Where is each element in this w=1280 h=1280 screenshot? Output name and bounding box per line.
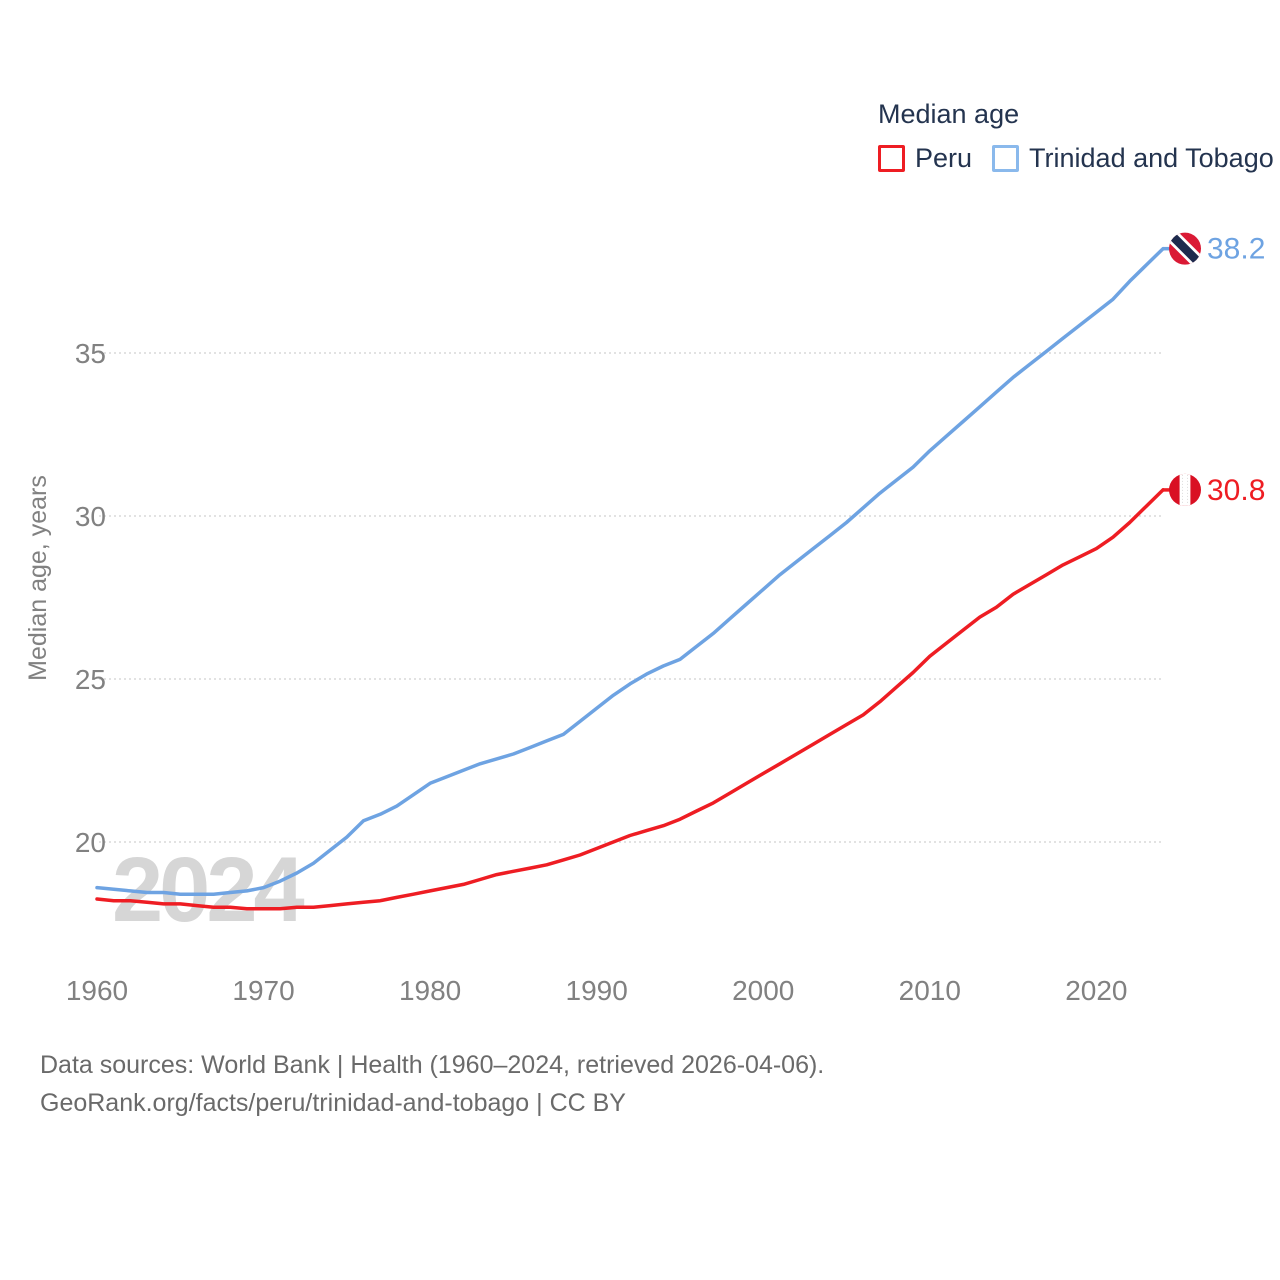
- x-tick-label: 1970: [232, 975, 294, 1006]
- value-label-trinidad-and-tobago: 38.2: [1207, 233, 1265, 266]
- y-axis-tick-labels: 20 25 30 35: [75, 338, 106, 858]
- legend: Median age Peru Trinidad and Tobago: [878, 99, 1274, 174]
- value-label-peru: 30.8: [1207, 474, 1265, 507]
- data-sources-line: Data sources: World Bank | Health (1960–…: [40, 1051, 825, 1079]
- legend-items: Peru Trinidad and Tobago: [878, 143, 1274, 174]
- legend-label-peru: Peru: [915, 143, 973, 173]
- y-tick-label: 25: [75, 664, 106, 695]
- x-tick-label: 2020: [1065, 975, 1127, 1006]
- line-trinidad-and-tobago: [95, 246, 1165, 896]
- footer-attribution: Data sources: World Bank | Health (1960–…: [40, 1046, 824, 1122]
- trinidad-and-tobago-swatch: [992, 145, 1020, 172]
- legend-item-peru[interactable]: Peru: [878, 143, 972, 174]
- watermark-year: 2024: [112, 839, 304, 941]
- legend-item-trinidad-and-tobago[interactable]: Trinidad and Tobago: [992, 143, 1274, 174]
- x-tick-label: 2000: [732, 975, 794, 1006]
- x-tick-label: 1980: [399, 975, 461, 1006]
- median-age-chart: 2024 20 25 30 35 1960 1970 1980 1990 2000 2010 20…: [24, 232, 1265, 1006]
- peru-flag-icon: [1169, 473, 1201, 506]
- y-tick-label: 30: [75, 501, 106, 532]
- x-tick-label: 2010: [899, 975, 961, 1006]
- legend-title: Median age: [878, 99, 1020, 129]
- source-url-line: GeoRank.org/facts/peru/trinidad-and-toba…: [40, 1089, 626, 1117]
- y-axis-title: Median age, years: [24, 475, 52, 681]
- trinidad-and-tobago-flag-icon: [1169, 232, 1201, 265]
- y-tick-label: 35: [75, 338, 106, 369]
- legend-label-trinidad-and-tobago: Trinidad and Tobago: [1029, 143, 1274, 173]
- gridlines: [99, 352, 1161, 843]
- line-peru: [95, 488, 1165, 911]
- peru-swatch: [878, 145, 905, 172]
- x-axis-tick-labels: 1960 1970 1980 1990 2000 2010 2020: [66, 975, 1128, 1006]
- y-tick-label: 20: [75, 827, 106, 858]
- x-tick-label: 1990: [566, 975, 628, 1006]
- x-tick-label: 1960: [66, 975, 128, 1006]
- series-lines: [95, 246, 1171, 911]
